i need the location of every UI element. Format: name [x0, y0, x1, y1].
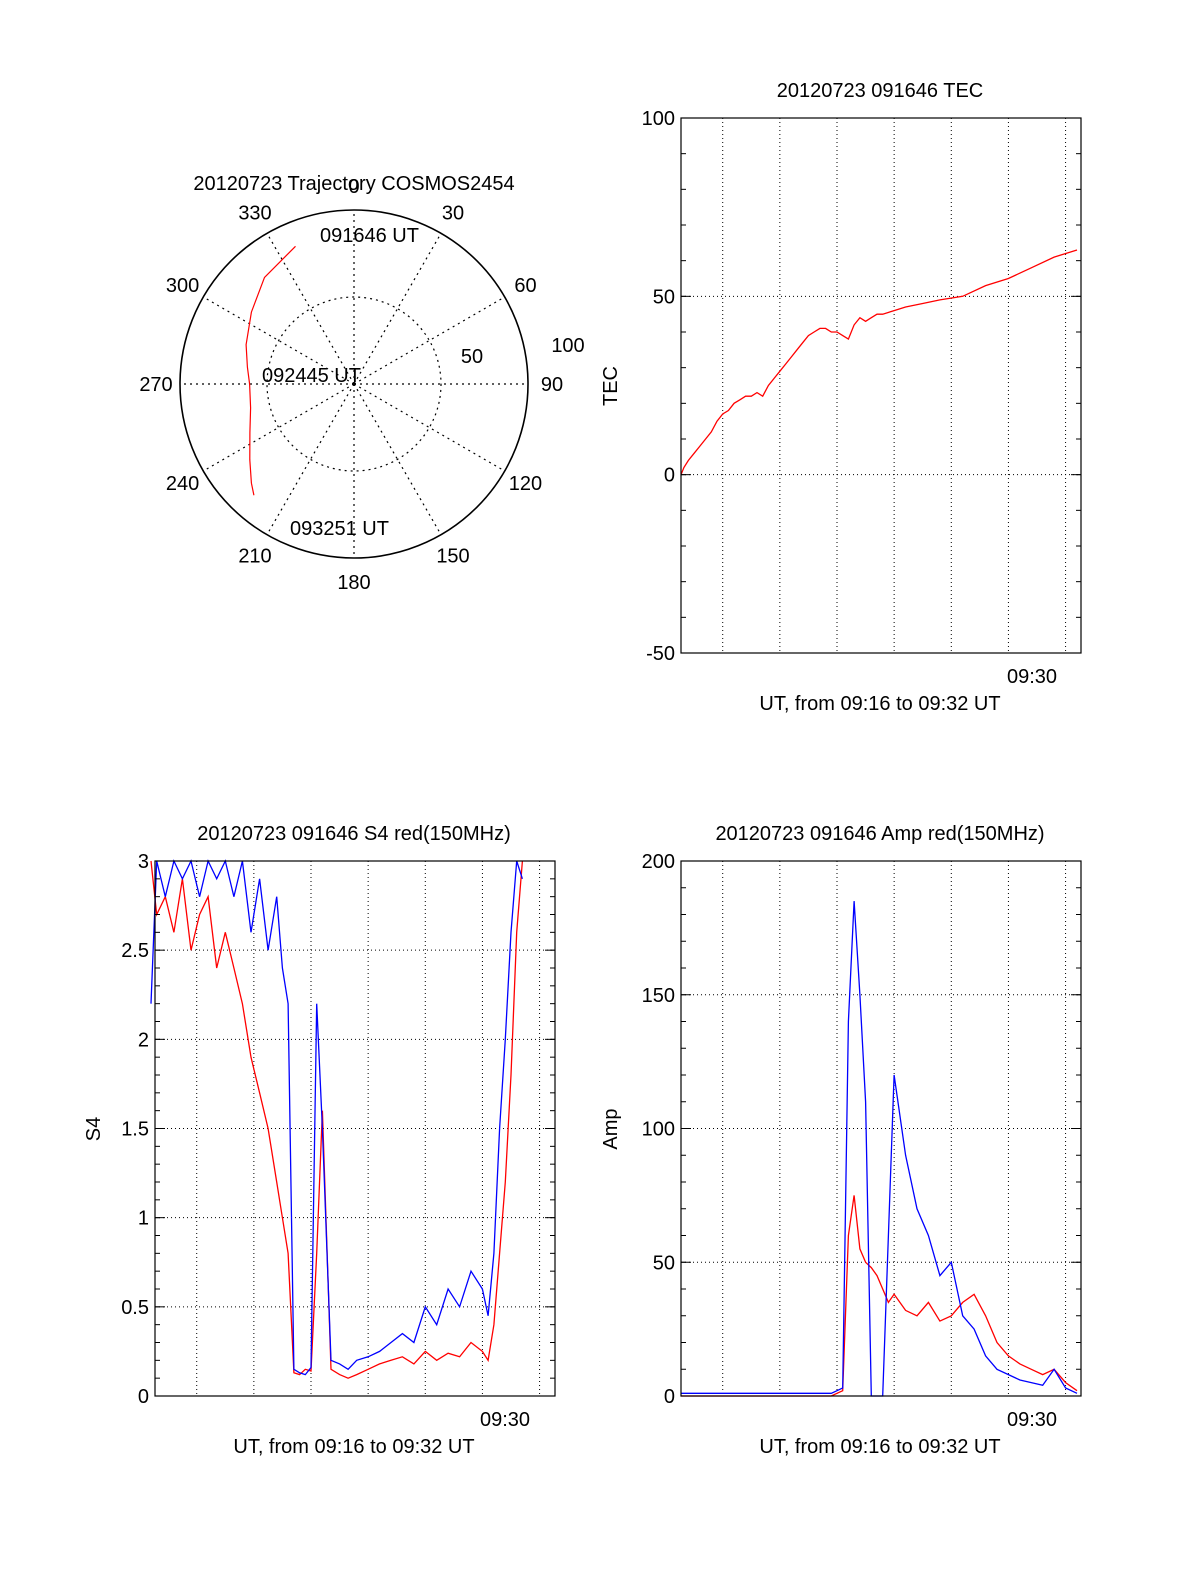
- ytick-label-50: 50: [653, 286, 675, 308]
- s4-y-ticks: 0 0.5 1 1.5 2 2.5 3: [121, 851, 555, 1408]
- ytick-label--50: -50: [646, 643, 675, 665]
- tec-xtick-label: 09:30: [1007, 666, 1057, 688]
- polar-spoke-330: [266, 233, 355, 385]
- azimuth-label-120: 120: [509, 473, 542, 495]
- polar-spoke-30: [353, 233, 442, 385]
- azimuth-label-90: 90: [541, 374, 563, 396]
- start-time-annotation: 091646 UT: [320, 225, 419, 247]
- polar-outer-circle: [179, 209, 529, 559]
- azimuth-label-150: 150: [436, 545, 469, 567]
- azimuth-label-210: 210: [238, 545, 271, 567]
- radial-label-50: 50: [461, 346, 483, 368]
- radial-label-100: 100: [551, 335, 584, 357]
- amp-y-ticks: 0 50 100 150 200: [642, 851, 1081, 1408]
- tec-xlabel: UT, from 09:16 to 09:32 UT: [759, 693, 1000, 715]
- polar-trajectory-plot: 20120723 Trajectory COSMOS2454 0 30 60 90 12…: [139, 173, 584, 594]
- polar-azimuth-labels: 0 30 60 90 120 150 180 210 240 270 300 330: [139, 176, 563, 594]
- polar-inner-circle: [266, 296, 442, 472]
- amp-ylabel: Amp: [600, 1108, 622, 1149]
- azimuth-label-30: 30: [442, 203, 464, 225]
- polar-spoke-120: [353, 383, 505, 472]
- trajectory-line: [245, 245, 296, 496]
- polar-title: 20120723 Trajectory COSMOS2454: [193, 173, 514, 195]
- mid-time-annotation: 092445 UT: [262, 365, 361, 387]
- series-line-0: [680, 249, 1078, 475]
- series-line-1: [150, 859, 524, 1376]
- azimuth-label-60: 60: [514, 275, 536, 297]
- ytick-label-2.5: 2.5: [121, 940, 149, 962]
- polar-spoke-300: [203, 296, 355, 385]
- series-line-0: [681, 1195, 1078, 1397]
- polar-spoke-60: [353, 296, 505, 385]
- s4-traces: [150, 859, 524, 1379]
- azimuth-label-0: 0: [348, 176, 359, 198]
- s4-ylabel: S4: [83, 1117, 105, 1141]
- polar-spoke-210: [266, 383, 355, 535]
- ytick-label-0: 0: [664, 1386, 675, 1408]
- ytick-label-0: 0: [664, 465, 675, 487]
- ytick-label-100: 100: [642, 108, 675, 130]
- ytick-label-200: 200: [642, 851, 675, 873]
- azimuth-label-330: 330: [238, 203, 271, 225]
- s4-plot: 20120723 091646 S4 red(150MHz) 0 0.5 1 1.5 2…: [83, 823, 556, 1458]
- azimuth-label-270: 270: [139, 374, 172, 396]
- azimuth-label-180: 180: [337, 572, 370, 594]
- amp-xtick-label: 09:30: [1007, 1409, 1057, 1431]
- polar-spoke-240: [203, 383, 355, 472]
- amp-grid: [681, 861, 1081, 1396]
- polar-trace: [245, 245, 296, 496]
- ytick-label-150: 150: [642, 985, 675, 1007]
- amp-title: 20120723 091646 Amp red(150MHz): [715, 823, 1044, 845]
- ytick-label-50: 50: [653, 1252, 675, 1274]
- series-line-0: [150, 860, 524, 1379]
- end-time-annotation: 093251 UT: [290, 518, 389, 540]
- s4-xlabel: UT, from 09:16 to 09:32 UT: [233, 1436, 474, 1458]
- azimuth-label-240: 240: [166, 473, 199, 495]
- ytick-label-2: 2: [138, 1029, 149, 1051]
- amp-plot: 20120723 091646 Amp red(150MHz) 0 50 100 15…: [600, 823, 1082, 1458]
- tec-title: 20120723 091646 TEC: [777, 80, 983, 102]
- s4-title: 20120723 091646 S4 red(150MHz): [197, 823, 511, 845]
- ytick-label-0: 0: [138, 1386, 149, 1408]
- s4-xtick-label: 09:30: [480, 1409, 530, 1431]
- tec-ylabel: TEC: [600, 366, 622, 406]
- ytick-label-1: 1: [138, 1208, 149, 1230]
- tec-frame: [680, 117, 1082, 654]
- series-line-1: [681, 901, 1078, 1397]
- tec-traces: [680, 249, 1078, 475]
- tec-y-ticks: -50 0 50 100: [642, 108, 1081, 665]
- polar-spoke-150: [353, 383, 442, 535]
- ytick-label-1.5: 1.5: [121, 1119, 149, 1141]
- polar-grid: [179, 209, 529, 559]
- azimuth-label-300: 300: [166, 275, 199, 297]
- ytick-label-100: 100: [642, 1119, 675, 1141]
- amp-traces: [681, 901, 1078, 1397]
- s4-grid: [155, 861, 555, 1396]
- ytick-label-0.5: 0.5: [121, 1297, 149, 1319]
- ytick-label-3: 3: [138, 851, 149, 873]
- amp-xlabel: UT, from 09:16 to 09:32 UT: [759, 1436, 1000, 1458]
- tec-grid: [681, 118, 1081, 653]
